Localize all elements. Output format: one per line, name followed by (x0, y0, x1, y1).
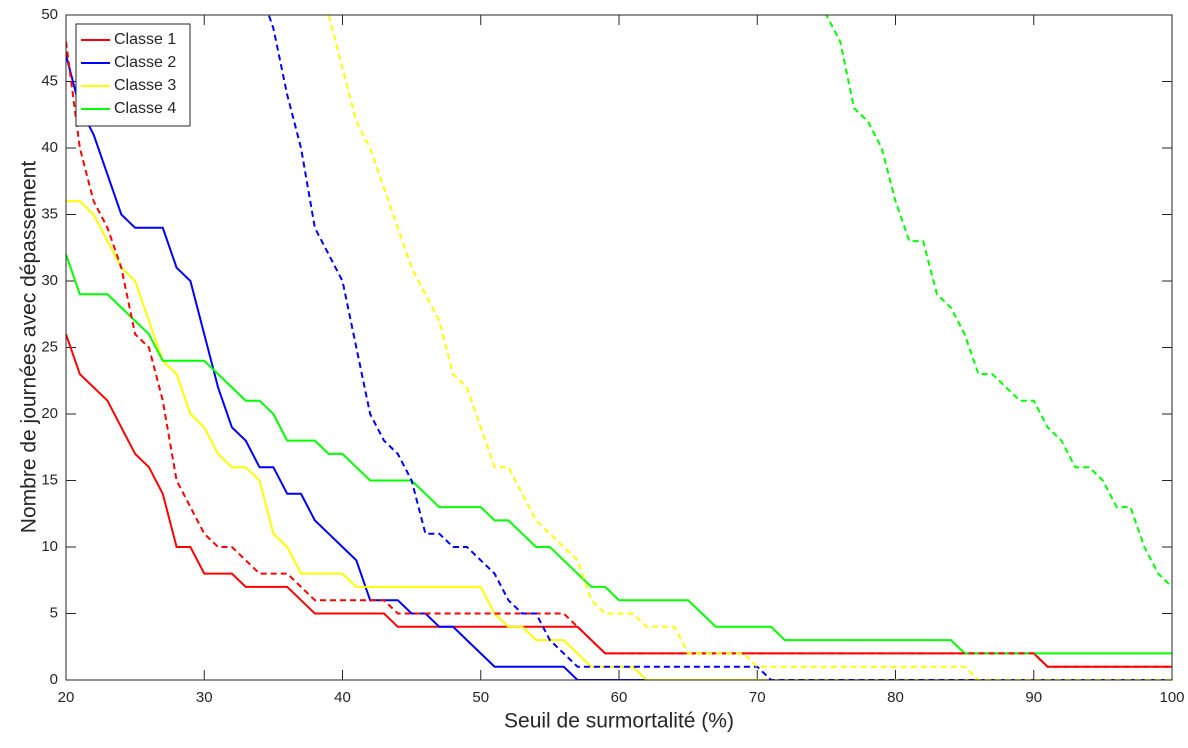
series-line (66, 41, 1172, 668)
x-tick-label: 50 (472, 689, 489, 706)
legend-label: Classe 3 (114, 77, 176, 94)
x-tick-label: 20 (58, 689, 75, 706)
plot-area (66, 15, 1172, 680)
y-tick-label: 15 (41, 471, 58, 488)
x-tick-label: 60 (611, 689, 628, 706)
x-tick-label: 90 (1025, 689, 1042, 706)
legend-label: Classe 2 (114, 54, 176, 71)
y-tick-label: 40 (41, 139, 58, 156)
series-line (66, 254, 1172, 655)
y-tick-label: 35 (41, 205, 58, 222)
legend-label: Classe 4 (114, 100, 176, 117)
y-tick-label: 45 (41, 72, 58, 89)
x-tick-label: 30 (196, 689, 213, 706)
x-tick-label: 70 (749, 689, 766, 706)
y-axis-label: Nombre de journées avec dépassement (18, 161, 41, 534)
y-tick-label: 50 (41, 6, 58, 23)
y-tick-label: 10 (41, 538, 58, 555)
y-tick-label: 30 (41, 272, 58, 289)
lines (66, 15, 1172, 680)
y-tick-label: 5 (50, 604, 58, 621)
series-line (66, 54, 1172, 680)
y-tick-label: 20 (41, 405, 58, 422)
x-tick-label: 40 (334, 689, 351, 706)
legend-label: Classe 1 (114, 31, 176, 48)
series-line (267, 15, 1172, 680)
legend: Classe 1 Classe 2 Classe 3 Classe 4 (75, 23, 191, 127)
axes-box (65, 14, 1173, 681)
x-tick-label: 100 (1159, 689, 1184, 706)
y-tick-label: 0 (50, 671, 58, 688)
x-axis-label: Seuil de surmortalité (%) (504, 710, 734, 733)
series-line (327, 15, 1172, 680)
y-tick-label: 25 (41, 338, 58, 355)
ticks: 20 30 40 50 60 70 80 90 100 0 5 10 15 20 25 30 35 40 45 50 (41, 6, 1184, 706)
x-tick-label: 80 (887, 689, 904, 706)
